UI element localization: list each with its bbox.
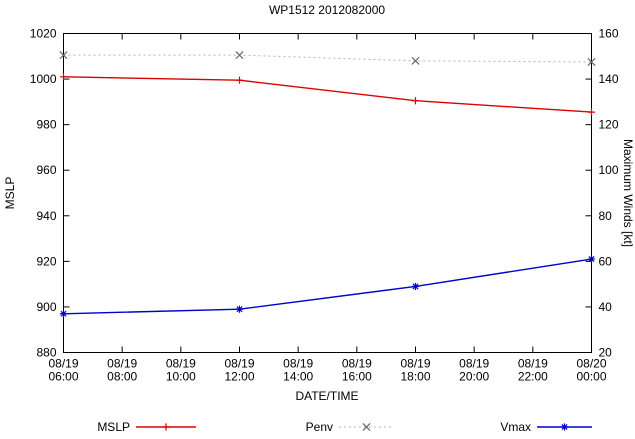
legend-label-vmax: Vmax xyxy=(500,420,531,434)
x-tick-label-time: 00:00 xyxy=(576,370,606,384)
series-vmax-marker xyxy=(411,282,420,291)
y-left-tick-label: 980 xyxy=(36,118,56,132)
y-left-tick-label: 880 xyxy=(36,346,56,360)
y-axis-label-left: MSLP xyxy=(3,177,17,210)
legend-marker-vmax xyxy=(560,423,569,431)
x-tick-label-time: 06:00 xyxy=(48,370,78,384)
legend-label-penv: Penv xyxy=(306,420,333,434)
y-left-tick-label: 920 xyxy=(36,254,56,268)
x-tick-label-time: 10:00 xyxy=(166,370,196,384)
series-mslp-marker xyxy=(411,97,420,105)
y-right-tick-label: 140 xyxy=(599,72,619,86)
y-left-tick-label: 940 xyxy=(36,209,56,223)
y-right-tick-label: 40 xyxy=(599,300,613,314)
x-tick-label-time: 08:00 xyxy=(107,370,137,384)
legend-marker-mslp xyxy=(162,423,170,431)
x-tick-label-date: 08/19 xyxy=(518,357,548,371)
legend-marker-penv xyxy=(362,422,371,432)
series-mslp-marker xyxy=(59,73,68,81)
y-right-tick-label: 160 xyxy=(599,27,619,41)
x-tick-label-date: 08/19 xyxy=(166,357,196,371)
series-penv-marker xyxy=(59,51,68,60)
series-penv-marker xyxy=(587,57,596,67)
series-vmax-marker xyxy=(59,310,68,318)
chart-title: WP1512 2012082000 xyxy=(269,3,385,17)
legend-label-mslp: MSLP xyxy=(97,420,130,434)
y-right-tick-label: 80 xyxy=(599,209,613,223)
y-right-tick-label: 20 xyxy=(599,346,613,360)
x-tick-label-time: 16:00 xyxy=(342,370,372,384)
series-penv-marker xyxy=(411,56,420,65)
x-tick-label-date: 08/19 xyxy=(48,357,78,371)
y-left-tick-label: 1020 xyxy=(30,27,57,41)
x-tick-label-time: 22:00 xyxy=(518,370,548,384)
y-right-tick-label: 120 xyxy=(599,118,619,132)
x-tick-label-date: 08/19 xyxy=(107,357,137,371)
y-left-tick-label: 960 xyxy=(36,163,56,177)
x-tick-label-date: 08/19 xyxy=(283,357,313,371)
x-tick-label-date: 08/19 xyxy=(224,357,254,371)
series-mslp-line xyxy=(63,76,592,113)
x-tick-label-date: 08/19 xyxy=(342,357,372,371)
series-penv-line xyxy=(63,54,592,63)
y-left-tick-label: 900 xyxy=(36,300,56,314)
series-vmax-marker xyxy=(587,255,596,263)
plot-border xyxy=(63,33,592,353)
y-right-tick-label: 100 xyxy=(599,163,619,177)
series-mslp-marker xyxy=(235,76,244,84)
x-axis-label: DATE/TIME xyxy=(295,389,358,403)
x-tick-label-time: 18:00 xyxy=(400,370,430,384)
x-tick-label-date: 08/19 xyxy=(459,357,489,371)
series-vmax-line xyxy=(63,258,592,315)
series-mslp-marker xyxy=(587,108,596,116)
y-left-tick-label: 1000 xyxy=(30,72,57,86)
y-right-tick-label: 60 xyxy=(599,254,613,268)
x-tick-label-date: 08/20 xyxy=(576,357,606,371)
y-axis-label-right: Maximum Winds [kt] xyxy=(621,139,635,247)
series-vmax-marker xyxy=(235,305,244,313)
x-tick-label-time: 12:00 xyxy=(224,370,254,384)
x-tick-label-time: 20:00 xyxy=(459,370,489,384)
x-tick-label-time: 14:00 xyxy=(283,370,313,384)
series-penv-marker xyxy=(235,51,244,60)
x-tick-label-date: 08/19 xyxy=(400,357,430,371)
